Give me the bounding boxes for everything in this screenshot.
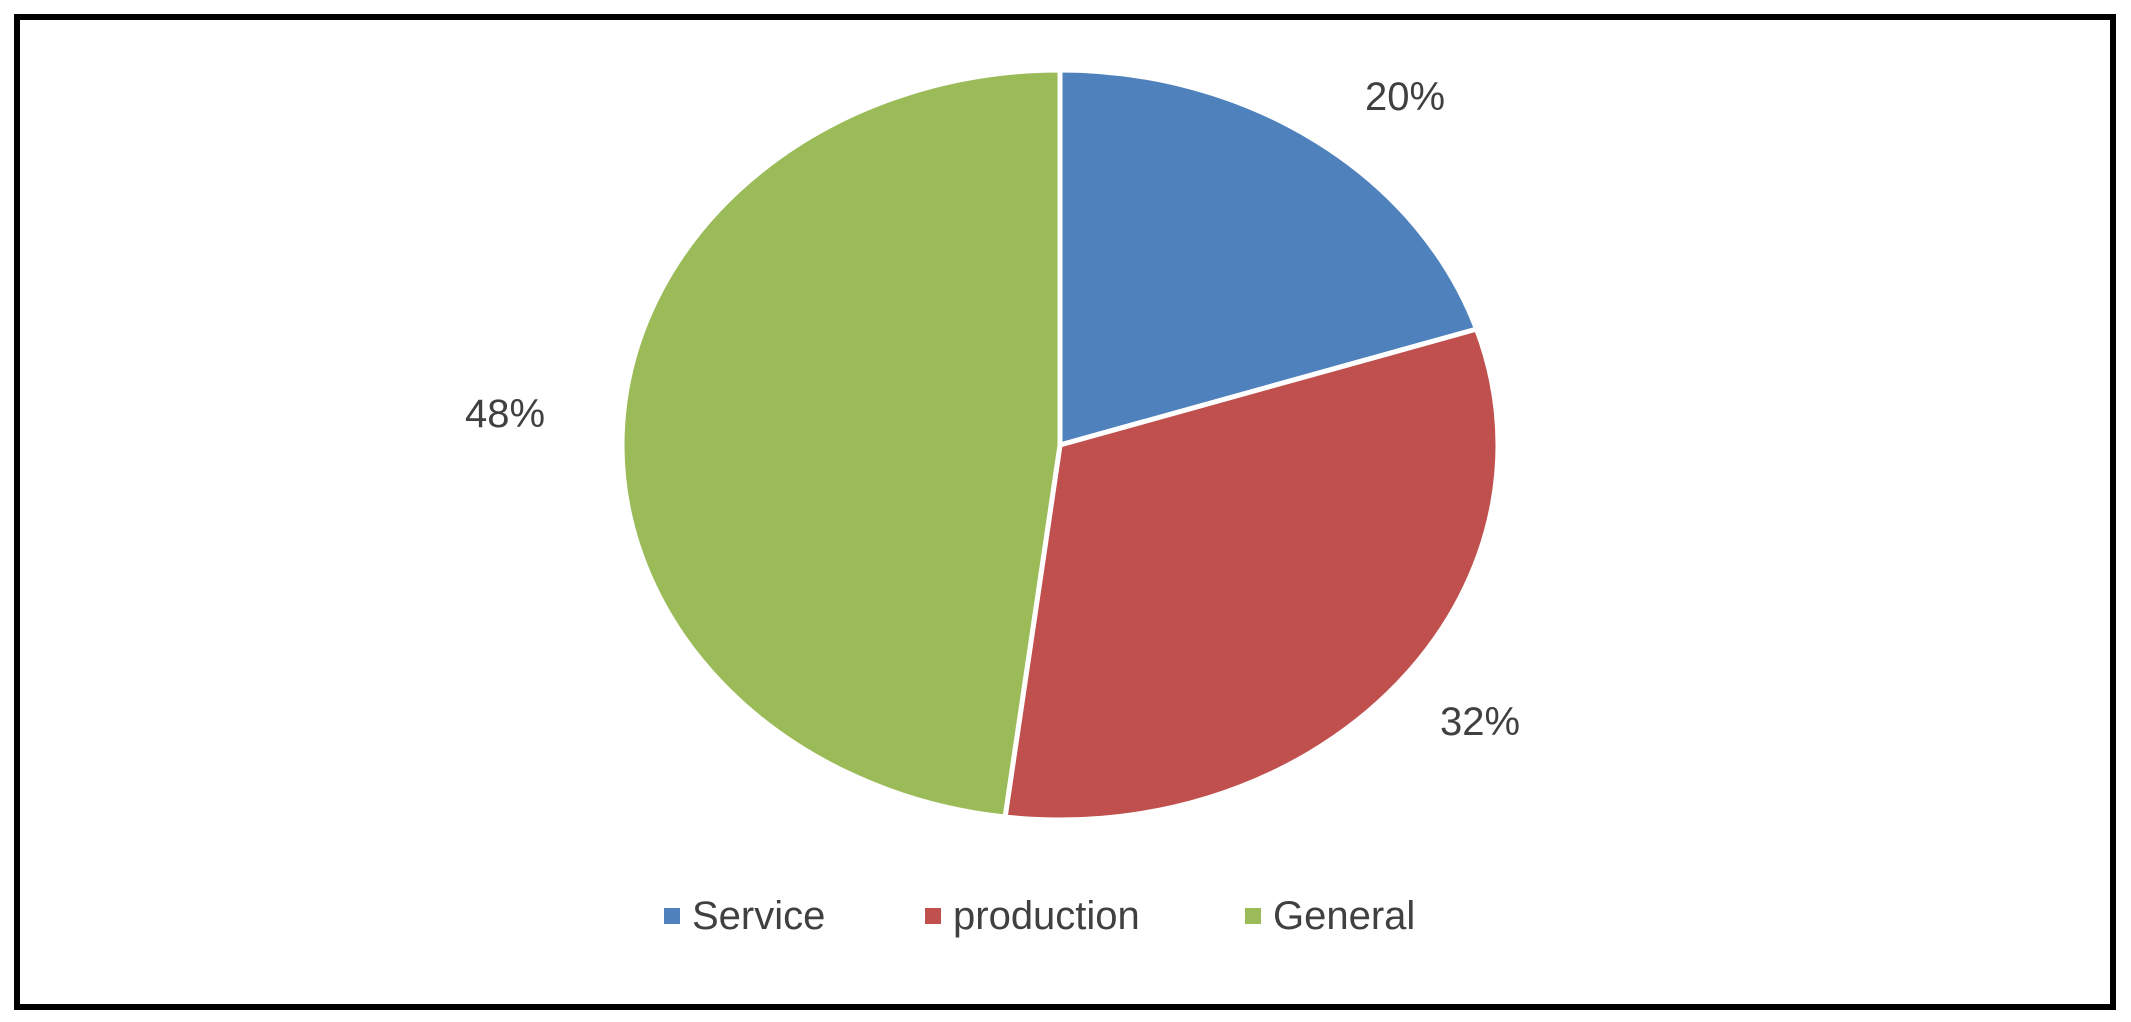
legend-swatch-production bbox=[925, 908, 941, 924]
data-labels: 20% 32% 48% bbox=[465, 75, 1520, 744]
legend-swatch-general bbox=[1245, 908, 1261, 924]
data-label-service: 20% bbox=[1365, 75, 1445, 119]
pie-slice-service bbox=[1057, 67, 1480, 448]
chart-frame: 20% 32% 48% Service production General bbox=[14, 14, 2116, 1010]
legend-label-service: Service bbox=[692, 894, 825, 938]
legend-label-production: production bbox=[953, 894, 1140, 938]
data-label-production: 32% bbox=[1440, 700, 1520, 744]
pie-slice-general bbox=[619, 67, 1063, 820]
pie-slices bbox=[619, 67, 1501, 823]
legend-label-general: General bbox=[1273, 894, 1415, 938]
legend: Service production General bbox=[664, 894, 1415, 938]
data-label-general: 48% bbox=[465, 392, 545, 436]
pie-slice-production bbox=[1002, 326, 1501, 823]
pie-chart: 20% 32% 48% Service production General bbox=[465, 67, 1520, 938]
legend-swatch-service bbox=[664, 908, 680, 924]
